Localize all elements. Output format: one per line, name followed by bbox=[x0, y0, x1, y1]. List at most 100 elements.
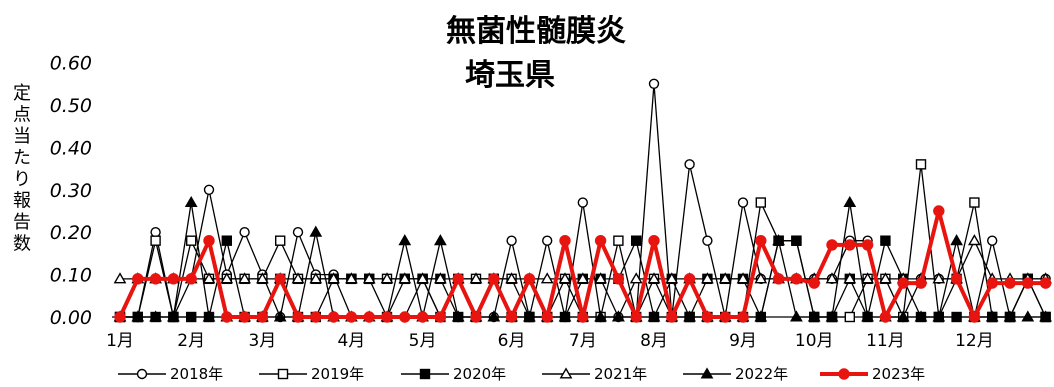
x-tick-label: 6月 bbox=[498, 331, 526, 351]
data-point bbox=[896, 310, 910, 322]
data-point bbox=[292, 311, 304, 323]
data-point bbox=[594, 310, 607, 322]
series-line bbox=[120, 163, 1047, 318]
data-point bbox=[238, 311, 251, 323]
data-point bbox=[238, 272, 251, 284]
data-point bbox=[362, 272, 376, 284]
data-point bbox=[185, 311, 197, 323]
data-point bbox=[327, 272, 340, 284]
data-point bbox=[807, 310, 821, 322]
series-line bbox=[118, 209, 1046, 319]
data-point bbox=[879, 311, 892, 323]
y-axis-label-char: 点 bbox=[13, 105, 31, 126]
data-point bbox=[416, 272, 429, 284]
data-point bbox=[826, 239, 838, 251]
legend-marker bbox=[419, 368, 431, 380]
data-point bbox=[577, 197, 588, 208]
data-point bbox=[184, 195, 198, 208]
data-point bbox=[987, 235, 998, 246]
data-point bbox=[791, 235, 802, 246]
data-point bbox=[790, 310, 803, 322]
x-tick-label: 7月 bbox=[569, 331, 597, 351]
data-point bbox=[256, 311, 269, 323]
data-point bbox=[542, 235, 553, 246]
data-point bbox=[683, 310, 696, 322]
data-point bbox=[577, 311, 589, 323]
data-point bbox=[558, 272, 572, 284]
data-point bbox=[309, 225, 323, 237]
data-point bbox=[594, 234, 607, 247]
data-point bbox=[1003, 310, 1017, 322]
data-point bbox=[149, 310, 162, 322]
x-tick-label: 5月 bbox=[409, 331, 437, 351]
data-point bbox=[274, 273, 286, 285]
data-point bbox=[808, 277, 820, 289]
series-2021年 bbox=[113, 234, 1052, 322]
legend-item: 2018年 bbox=[118, 365, 223, 383]
data-point bbox=[861, 310, 874, 322]
data-point bbox=[613, 235, 624, 246]
data-point bbox=[203, 184, 215, 196]
x-tick-label: 12月 bbox=[955, 331, 994, 351]
data-point bbox=[469, 272, 483, 284]
data-point bbox=[451, 310, 465, 322]
x-tick-label: 4月 bbox=[337, 331, 365, 351]
data-point bbox=[113, 272, 127, 284]
legend-marker bbox=[277, 368, 289, 380]
series-2019年 bbox=[114, 159, 1051, 323]
data-point bbox=[185, 235, 197, 246]
data-point bbox=[630, 311, 642, 323]
data-point bbox=[398, 234, 412, 246]
data-point bbox=[150, 235, 161, 246]
legend: 2018年 2019年 2020年 2021年 2022年 2023年 bbox=[118, 365, 925, 383]
data-point bbox=[273, 310, 287, 322]
data-point bbox=[523, 273, 536, 285]
data-point bbox=[755, 197, 766, 208]
data-point bbox=[309, 272, 323, 284]
data-point bbox=[167, 310, 180, 322]
data-point bbox=[843, 195, 857, 208]
data-point bbox=[505, 311, 518, 323]
series-line bbox=[120, 201, 1046, 318]
data-point bbox=[523, 310, 536, 322]
y-tick-label: 0.00 bbox=[50, 307, 92, 329]
data-point bbox=[292, 226, 304, 238]
data-point bbox=[380, 272, 394, 284]
data-point bbox=[310, 311, 322, 323]
data-point bbox=[684, 159, 695, 170]
data-point bbox=[540, 272, 554, 284]
data-point bbox=[985, 310, 999, 322]
x-tick-label: 3月 bbox=[248, 331, 276, 351]
data-point bbox=[506, 235, 517, 246]
data-point bbox=[399, 311, 411, 323]
data-point bbox=[1022, 277, 1034, 289]
series-2023年 bbox=[114, 205, 1052, 323]
data-point bbox=[754, 272, 768, 284]
y-axis-label-char: 当 bbox=[13, 126, 31, 147]
data-point bbox=[897, 277, 909, 289]
data-point bbox=[790, 273, 803, 285]
legend-label: 2020年 bbox=[453, 365, 506, 383]
data-point bbox=[132, 273, 144, 285]
x-axis-ticks: 1月 2月 3月 4月 5月 6月 7月 8月 9月 10月 11月 12月 bbox=[106, 317, 994, 351]
data-point bbox=[915, 277, 927, 289]
data-point bbox=[416, 311, 429, 323]
legend-label: 2021年 bbox=[594, 365, 647, 383]
data-point bbox=[221, 311, 233, 323]
data-point bbox=[719, 311, 731, 323]
data-point bbox=[470, 311, 482, 323]
legend-marker bbox=[700, 367, 714, 379]
data-point bbox=[718, 272, 732, 284]
data-point bbox=[968, 311, 981, 323]
y-axis-label-char: 告 bbox=[13, 212, 31, 233]
data-point bbox=[434, 234, 447, 246]
data-point bbox=[487, 310, 501, 322]
chart-subtitle: 埼玉県 bbox=[465, 58, 555, 93]
y-axis-label-char: り bbox=[13, 169, 31, 190]
data-point bbox=[825, 272, 839, 284]
data-point bbox=[576, 272, 590, 284]
data-point bbox=[647, 272, 661, 284]
y-axis-ticks: 0.00 0.10 0.20 0.30 0.40 0.50 0.60 bbox=[50, 53, 92, 329]
data-point bbox=[1021, 310, 1035, 322]
legend-marker bbox=[559, 367, 573, 379]
